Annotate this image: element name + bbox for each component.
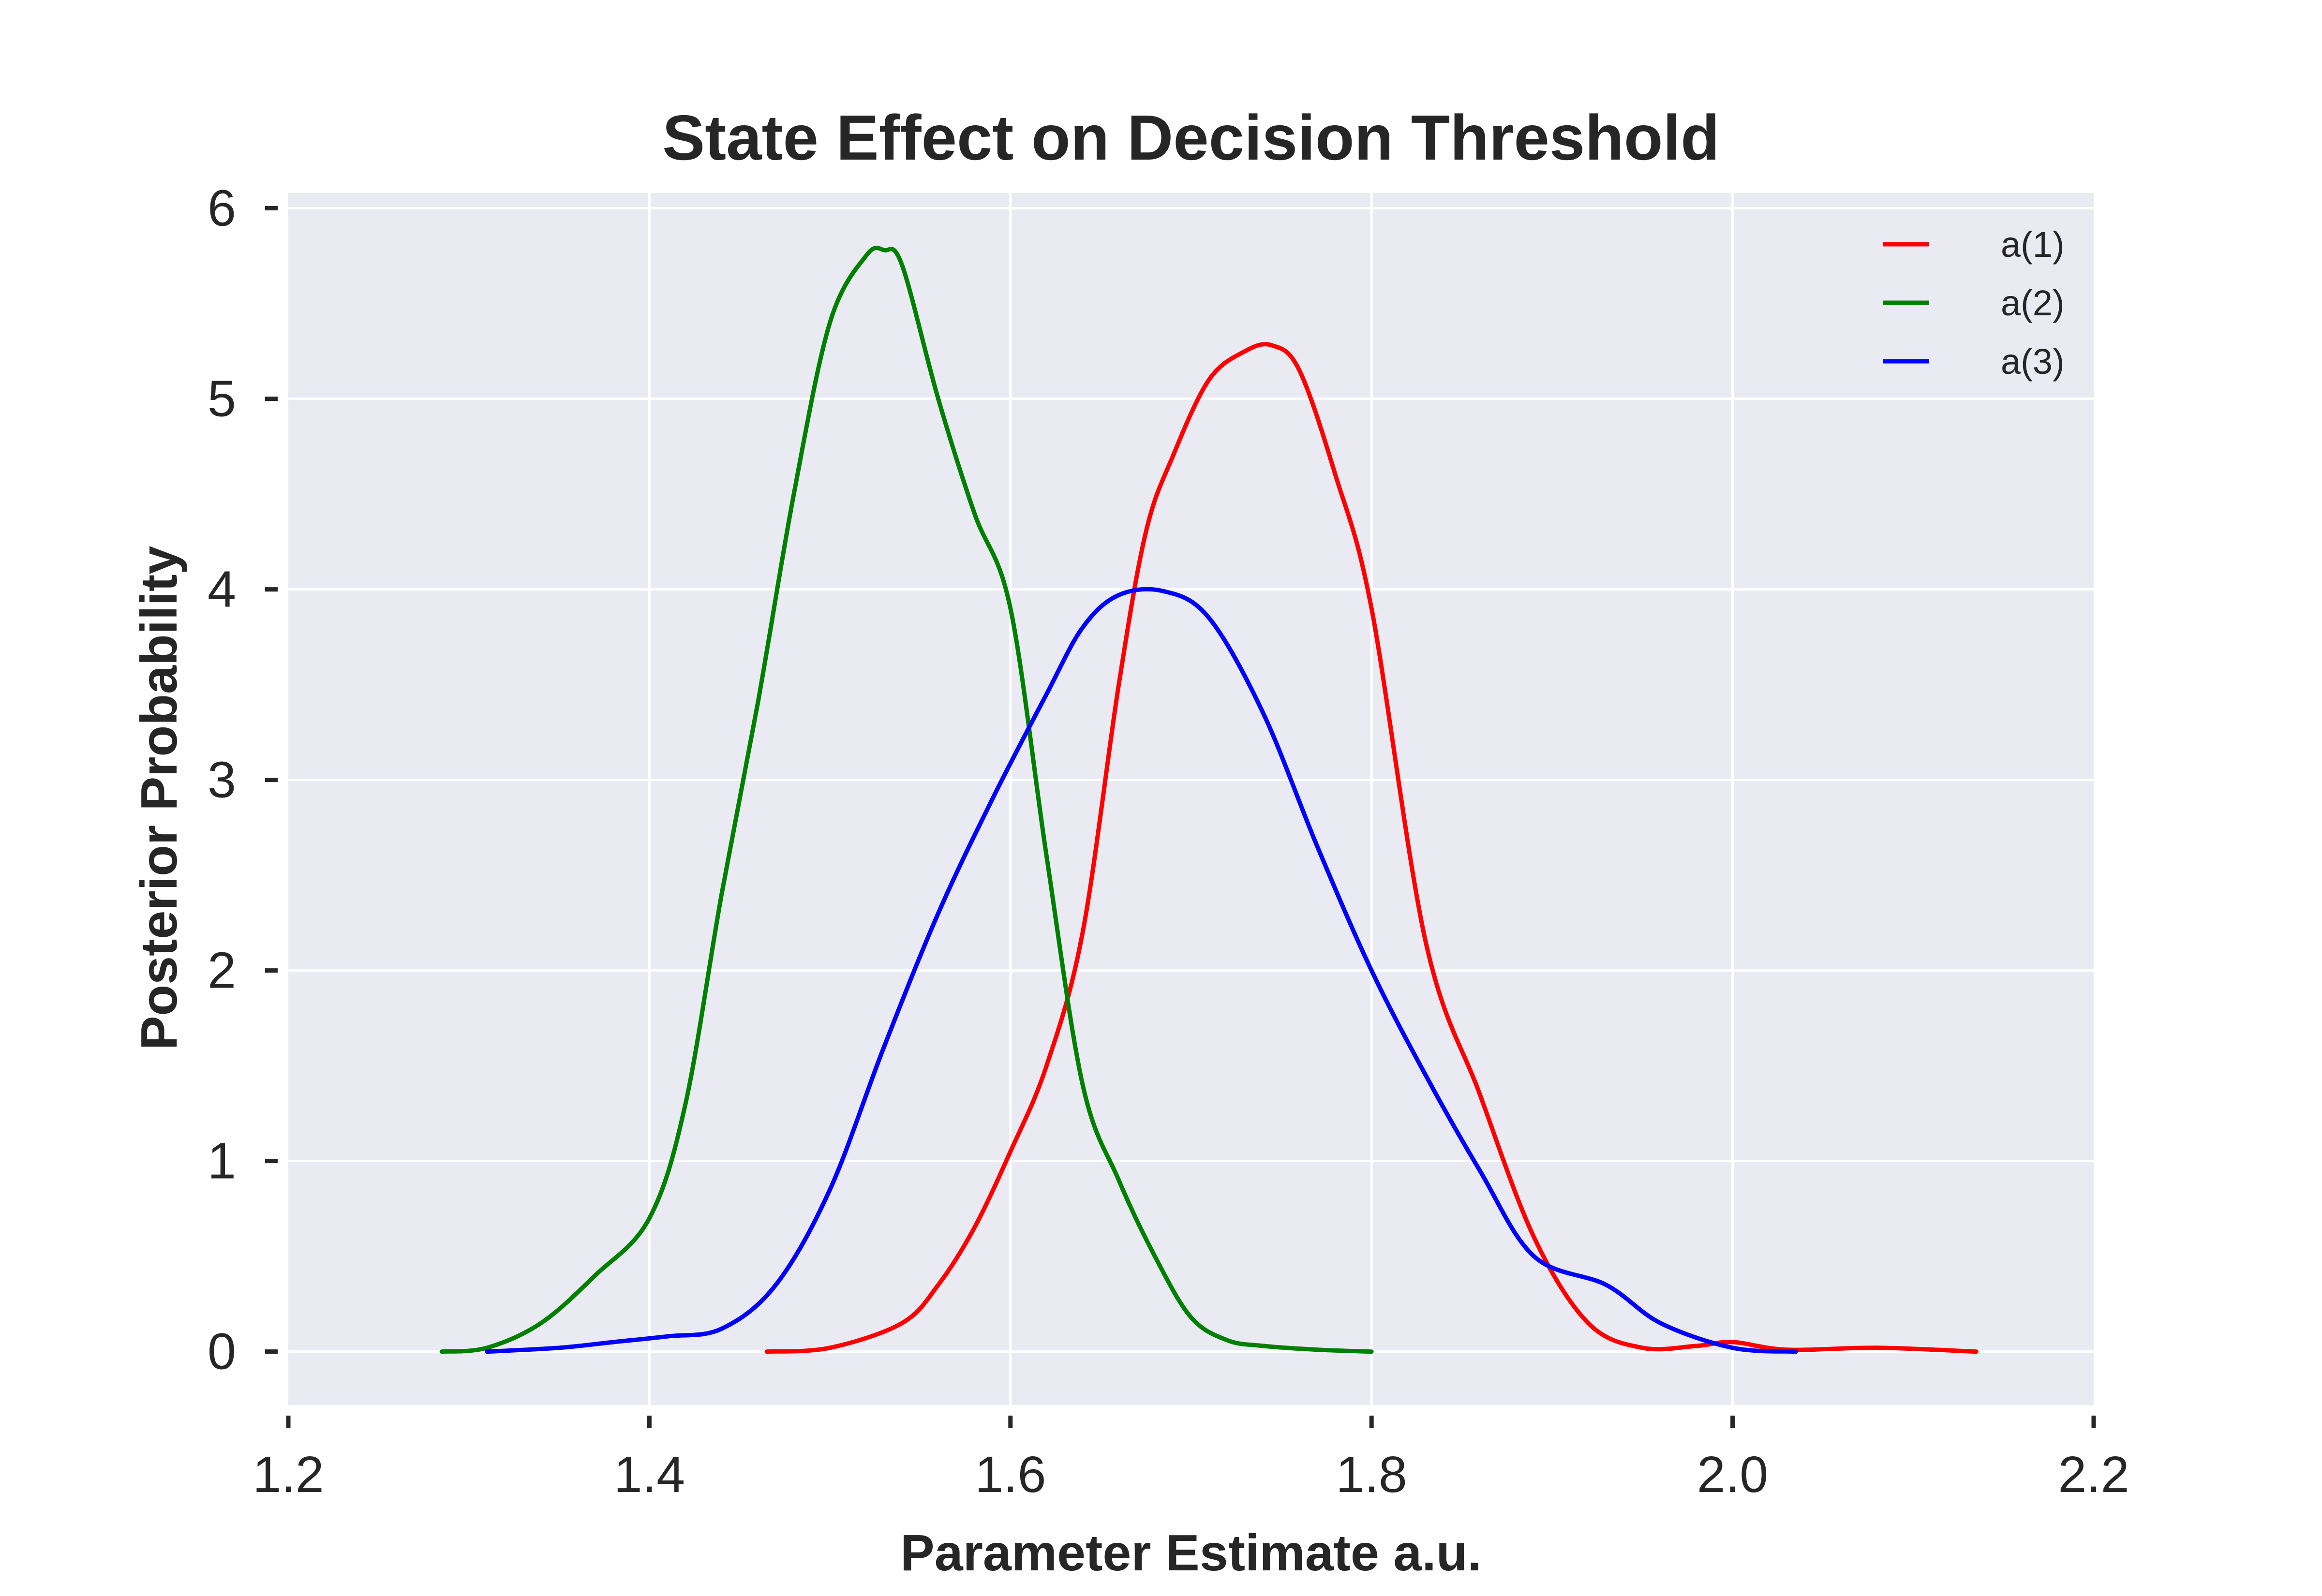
series-line-1	[764, 342, 1979, 1354]
y-tick-label: 3	[208, 752, 236, 809]
y-tick-label: 0	[208, 1323, 236, 1380]
legend-label: a(2)	[2001, 283, 2065, 323]
x-axis-label: Parameter Estimate a.u.	[900, 1524, 1482, 1581]
y-tick-label: 1	[208, 1133, 236, 1190]
x-tick-label: 1.2	[253, 1446, 324, 1503]
x-tick-label: 1.8	[1336, 1446, 1407, 1503]
chart-title: State Effect on Decision Threshold	[662, 102, 1720, 173]
y-tick-label: 4	[208, 561, 236, 618]
series-line-3	[485, 587, 1798, 1354]
y-tick-label: 2	[208, 942, 236, 999]
x-tick-label: 1.6	[975, 1446, 1046, 1503]
grid	[288, 193, 2094, 1405]
y-tick-label: 6	[208, 180, 236, 237]
legend-label: a(1)	[2001, 224, 2065, 265]
x-tick-label: 2.2	[2058, 1446, 2129, 1503]
y-axis-label: Posterior Probability	[131, 546, 188, 1050]
x-tick-label: 1.4	[614, 1446, 685, 1503]
x-tick-label: 2.0	[1697, 1446, 1768, 1503]
axis-ticks: 1.2 1.4 1.6 1.8 2.0 2.2 0 1 2 3 4 5 6	[208, 180, 2129, 1503]
legend-label: a(3)	[2001, 341, 2065, 382]
legend: a(1) a(2) a(3)	[1883, 224, 2065, 382]
y-tick-label: 5	[208, 370, 236, 428]
plot-background	[288, 193, 2094, 1405]
series-line-2	[439, 246, 1374, 1354]
series-layer	[439, 246, 1979, 1354]
